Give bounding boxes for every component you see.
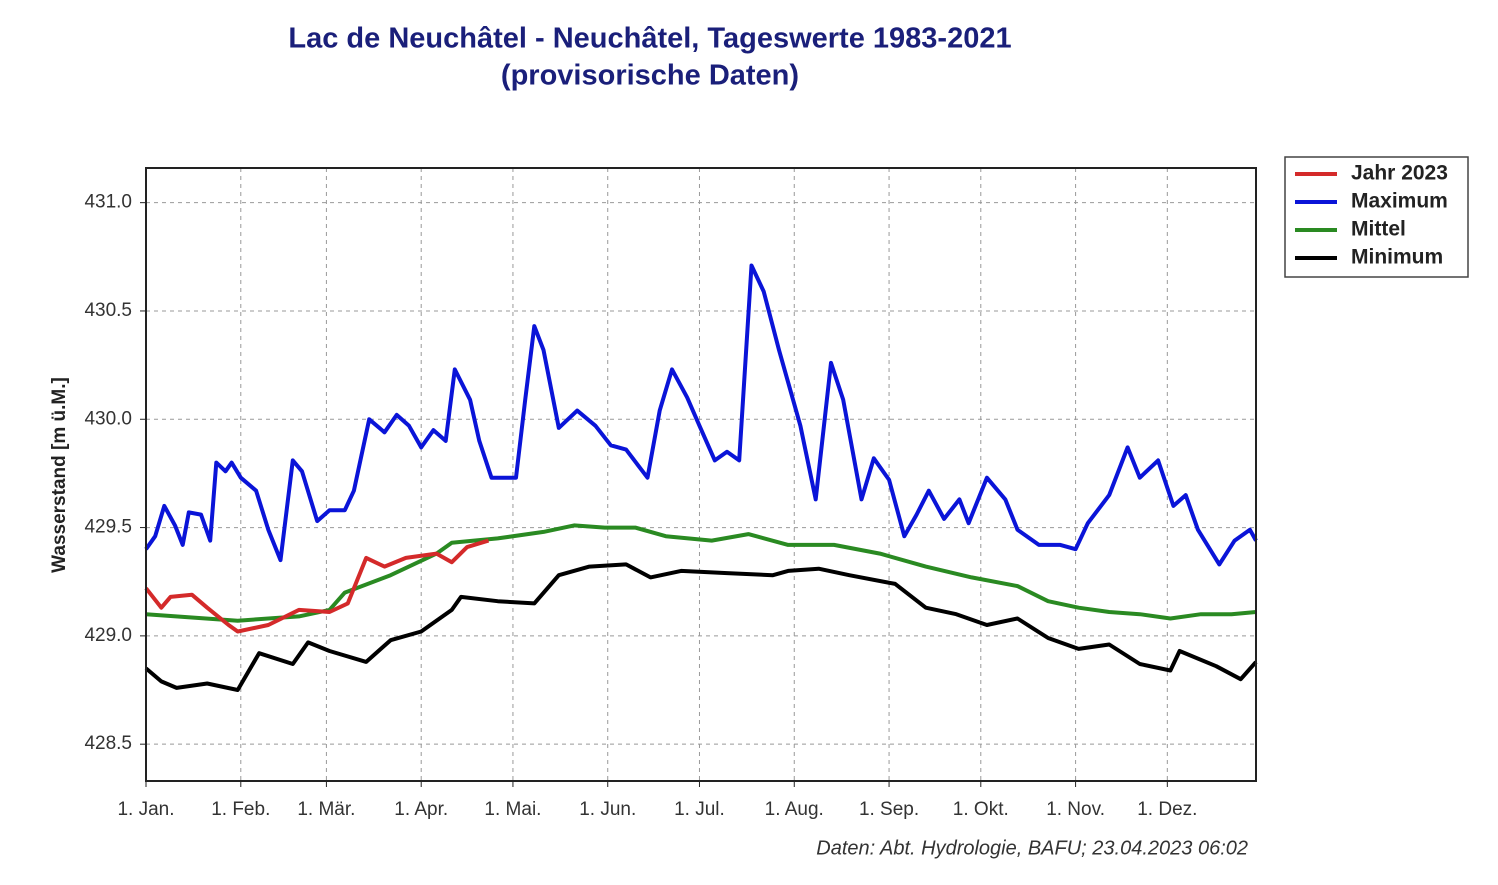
- series-line: [144, 538, 490, 634]
- x-tick-label: 1. Nov.: [1046, 799, 1105, 820]
- series-line: [144, 263, 1258, 567]
- y-tick-label: 429.5: [84, 517, 132, 538]
- y-tick-label: 431.0: [84, 192, 132, 213]
- legend-label: Maximum: [1351, 190, 1448, 213]
- x-tick-label: 1. Aug.: [765, 799, 824, 820]
- x-tick-label: 1. Jan.: [117, 799, 174, 820]
- x-tick-label: 1. Jul.: [674, 799, 725, 820]
- y-tick-label: 430.5: [84, 300, 132, 321]
- legend-label: Minimum: [1351, 246, 1443, 269]
- x-tick-label: 1. Dez.: [1137, 799, 1197, 820]
- x-tick-label: 1. Okt.: [953, 799, 1009, 820]
- plot-frame: [145, 167, 1257, 782]
- x-tick-label: 1. Feb.: [211, 799, 270, 820]
- x-tick-label: 1. Apr.: [394, 799, 448, 820]
- y-tick-label: 428.5: [84, 733, 132, 754]
- chart-subtitle: (provisorische Daten): [501, 60, 799, 92]
- legend-label: Mittel: [1351, 218, 1406, 241]
- x-tick-label: 1. Sep.: [859, 799, 919, 820]
- y-axis-label: Wasserstand [m ü.M.]: [49, 377, 70, 573]
- x-tick-label: 1. Mai.: [484, 799, 541, 820]
- x-tick-label: 1. Mär.: [297, 799, 355, 820]
- source-note: Daten: Abt. Hydrologie, BAFU; 23.04.2023…: [816, 837, 1248, 859]
- legend-label: Jahr 2023: [1351, 162, 1448, 185]
- y-tick-label: 429.0: [84, 625, 132, 646]
- series-line: [145, 523, 1257, 623]
- chart-title: Lac de Neuchâtel - Neuchâtel, Tageswerte…: [288, 23, 1011, 55]
- x-tick-label: 1. Jun.: [579, 799, 636, 820]
- series-line: [144, 562, 1258, 692]
- y-tick-label: 430.0: [84, 408, 132, 429]
